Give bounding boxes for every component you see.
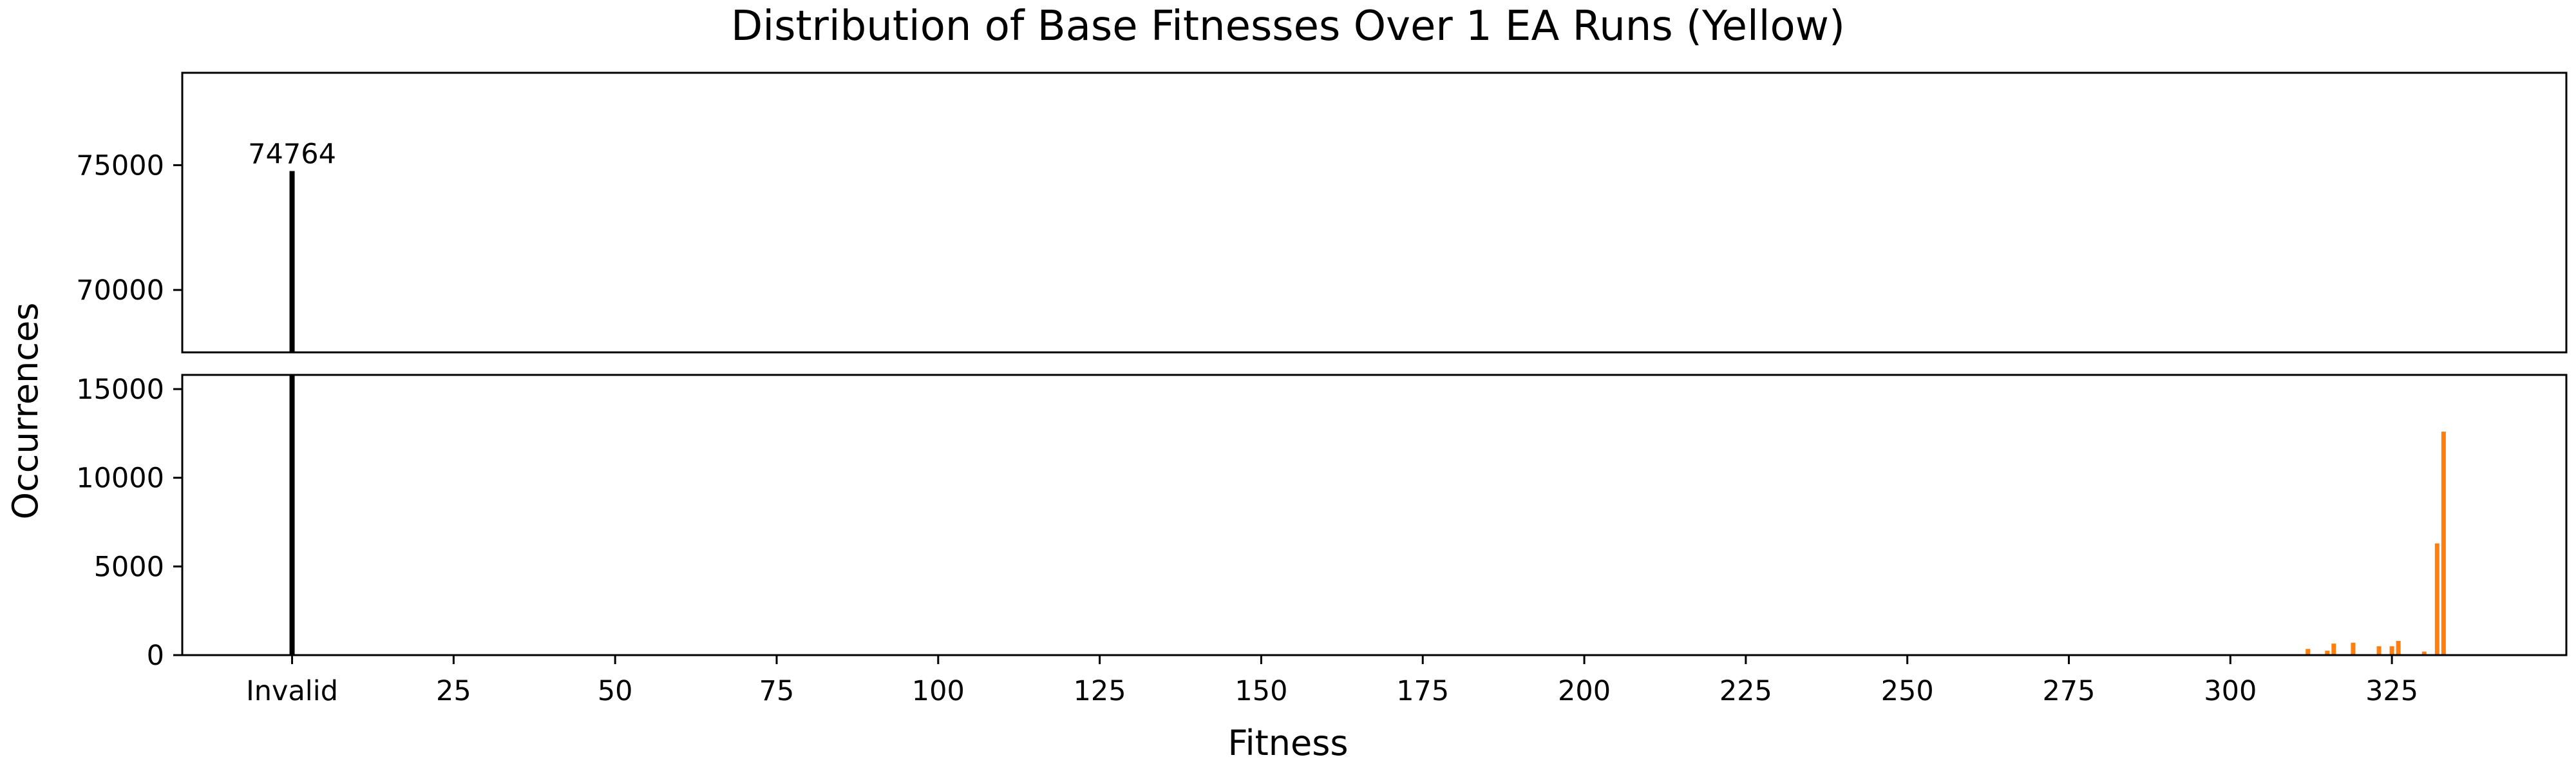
fitness-bar: [2306, 649, 2311, 655]
xtick-label: 50: [598, 675, 633, 707]
xtick-label: 100: [912, 675, 965, 707]
lower-ytick-label: 15000: [76, 374, 164, 406]
upper-ytick-label: 70000: [76, 274, 164, 307]
invalid-bar-lower: [289, 375, 295, 655]
lower-panel-frame: [181, 374, 2568, 656]
xtick-label: 150: [1235, 675, 1287, 707]
fitness-bar: [2389, 646, 2394, 655]
fitness-bar: [2351, 642, 2356, 655]
fitness-bar: [2441, 432, 2446, 655]
upper-bars: [289, 171, 295, 352]
upper-panel: 74764 70000 75000: [76, 72, 2568, 354]
chart-title: Distribution of Base Fitnesses Over 1 EA…: [731, 3, 1845, 50]
fitness-bar: [2325, 651, 2330, 655]
xtick-label: 325: [2365, 675, 2418, 707]
upper-panel-frame: [181, 72, 2568, 354]
xtick-label: 250: [1881, 675, 1934, 707]
lower-ytick-label: 0: [147, 640, 164, 672]
xtick-label: 75: [759, 675, 795, 707]
lower-ytick-label: 10000: [76, 463, 164, 495]
fitness-bar: [2434, 543, 2439, 655]
y-axis-label: Occurrences: [5, 303, 46, 520]
fitness-bar: [2376, 646, 2382, 655]
xtick-label: 200: [1558, 675, 1611, 707]
lower-ytick-label: 5000: [94, 551, 164, 583]
upper-ytick-label: 75000: [76, 149, 164, 182]
xtick-label: 125: [1074, 675, 1126, 707]
lower-bars: [289, 375, 2446, 655]
xtick-label: 225: [1719, 675, 1772, 707]
fitness-bar: [2396, 640, 2401, 655]
fitness-bar: [2421, 651, 2427, 655]
x-axis-label: Fitness: [1227, 723, 1348, 763]
xtick-label: 275: [2042, 675, 2095, 707]
xtick-label: 25: [436, 675, 471, 707]
invalid-bar-upper: [289, 171, 295, 352]
xtick-label: 175: [1396, 675, 1449, 707]
invalid-bar-value-label: 74764: [248, 138, 336, 171]
x-axis-ticks: Invalid 25 50 75 100 125 150 175 200 225 250 275 300…: [246, 655, 2418, 707]
fitness-bar: [2331, 644, 2336, 655]
xtick-label: 300: [2204, 675, 2257, 707]
lower-panel: 0 5000 10000 15000: [76, 374, 2568, 672]
xtick-label: Invalid: [246, 675, 338, 707]
